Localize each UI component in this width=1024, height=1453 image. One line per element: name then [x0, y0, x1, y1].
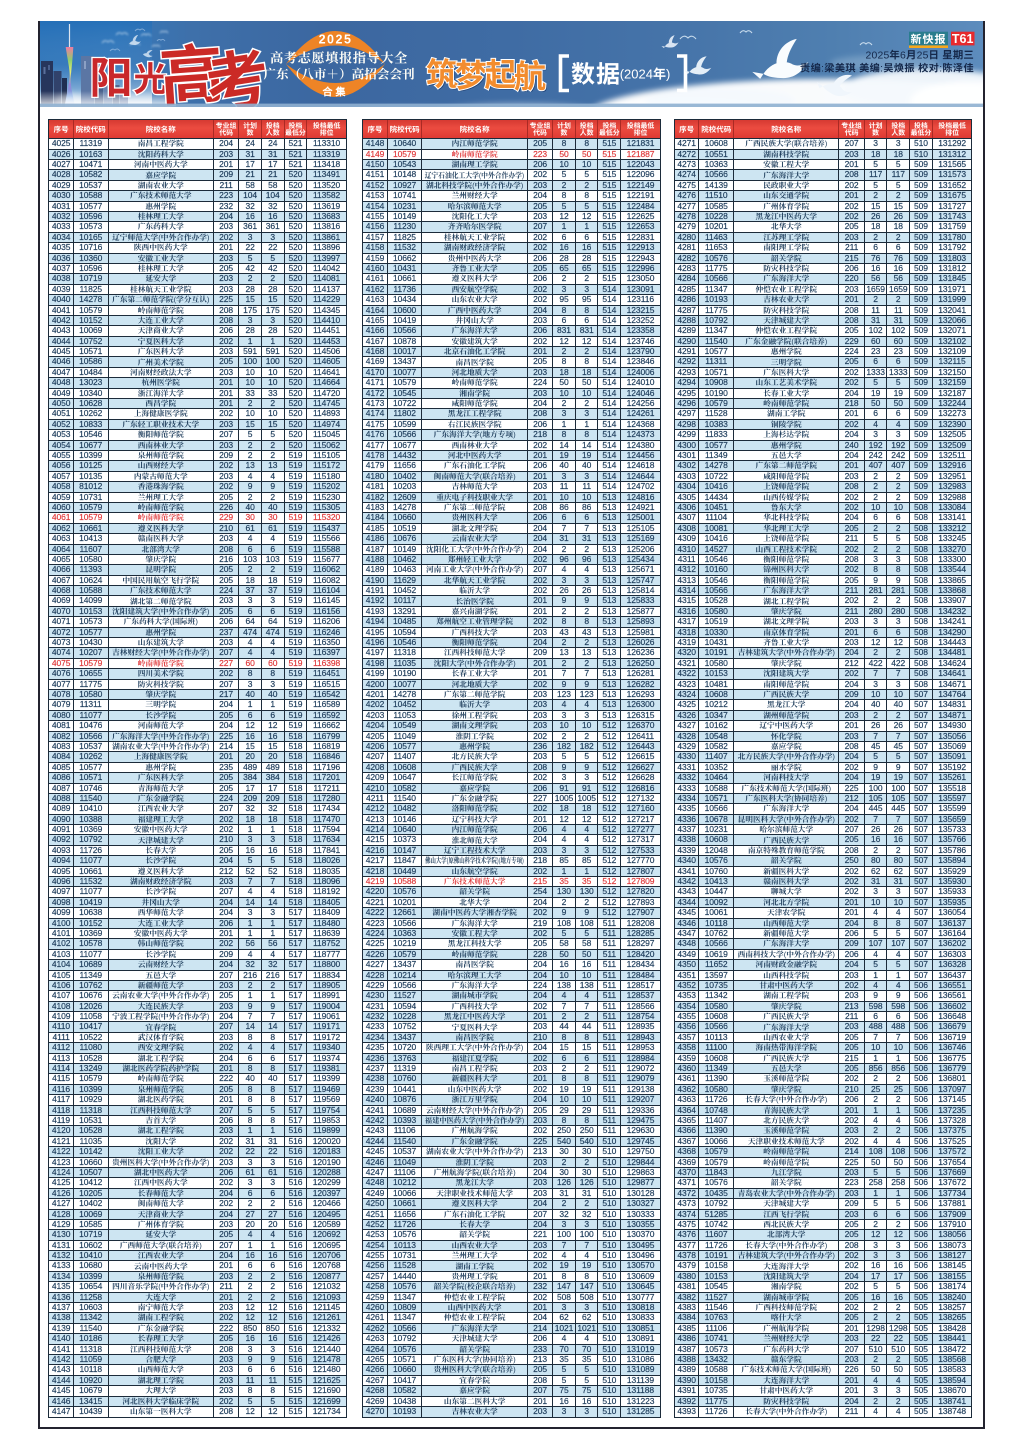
svg-text:新快报: 新快报	[910, 31, 946, 47]
svg-text:阳: 阳	[89, 44, 132, 106]
svg-text:2025: 2025	[318, 29, 352, 48]
svg-text:航: 航	[515, 53, 547, 99]
svg-text:(2024年): (2024年)	[619, 64, 670, 83]
svg-text:责编:梁美琪 美编:吴焕振 校对:陈泽佳: 责编:梁美琪 美编:吴焕振 校对:陈泽佳	[800, 60, 974, 75]
svg-text:高: 高	[156, 23, 226, 107]
svg-text:高考志愿填报指导大全: 高考志愿填报指导大全	[270, 48, 408, 67]
svg-text:广东（八市＋）高招会会刊: 广东（八市＋）高招会会刊	[263, 64, 415, 83]
svg-text:航: 航	[514, 52, 546, 98]
svg-text:数据: 数据	[571, 55, 621, 90]
svg-text:筑: 筑	[426, 50, 458, 96]
svg-text:光: 光	[133, 52, 167, 101]
svg-text:2025年6月25日 星期三: 2025年6月25日 星期三	[865, 47, 973, 62]
svg-text:筑: 筑	[427, 51, 459, 97]
svg-text:合集: 合集	[321, 84, 348, 99]
svg-text:起: 起	[486, 51, 518, 97]
svg-text:梦: 梦	[455, 51, 487, 97]
svg-text:起: 起	[484, 50, 516, 96]
svg-text:梦: 梦	[456, 53, 488, 99]
svg-text:T61: T61	[952, 32, 974, 46]
